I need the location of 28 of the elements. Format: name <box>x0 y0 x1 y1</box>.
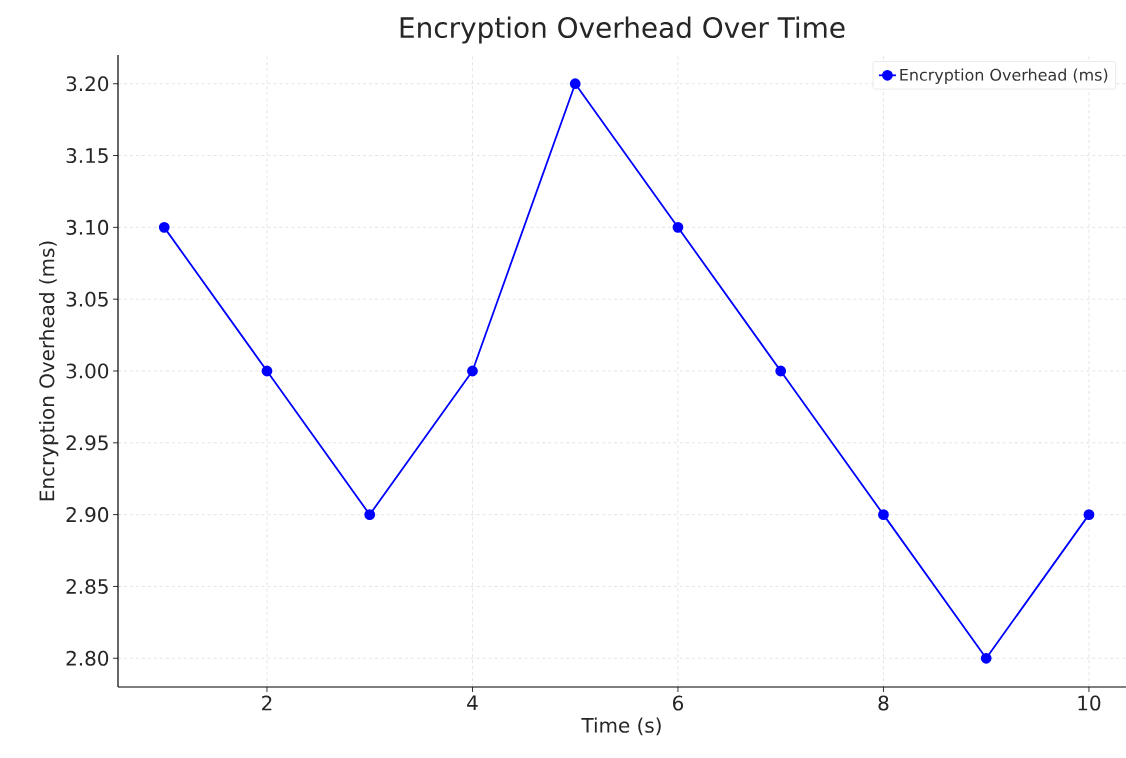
x-tick-label: 4 <box>467 695 478 711</box>
point <box>672 221 684 233</box>
y-tick-label: 2.85 <box>66 578 108 594</box>
point <box>878 509 889 521</box>
y-tick-label: 2.80 <box>66 650 109 666</box>
y-tick-label: 3.20 <box>66 76 109 92</box>
legend-label: Encryption Overhead (ms) <box>900 68 1108 84</box>
y-axis-title: Encryption Overhead (ms) <box>38 241 59 501</box>
point <box>1083 509 1095 521</box>
y-tick-label: 3.10 <box>66 219 109 235</box>
y-tick-label: 3.15 <box>66 148 108 164</box>
point <box>158 221 170 233</box>
point <box>980 652 992 664</box>
point <box>569 78 581 90</box>
point <box>364 509 376 521</box>
x-tick-label: 8 <box>878 695 889 711</box>
y-tick-label: 2.95 <box>66 435 108 451</box>
point <box>261 365 273 377</box>
x-axis-title: Time (s) <box>581 717 661 736</box>
x-tick-label: 2 <box>262 695 272 711</box>
x-tick-label: 10 <box>1078 695 1101 711</box>
y-tick-label: 3.05 <box>66 291 108 307</box>
chart-title: Encryption Overhead Over Time <box>400 16 845 44</box>
y-tick-label: 3.00 <box>66 363 109 379</box>
point <box>775 365 787 377</box>
point <box>467 365 478 377</box>
x-tick-label: 6 <box>673 695 684 711</box>
y-tick-label: 2.90 <box>66 507 109 523</box>
